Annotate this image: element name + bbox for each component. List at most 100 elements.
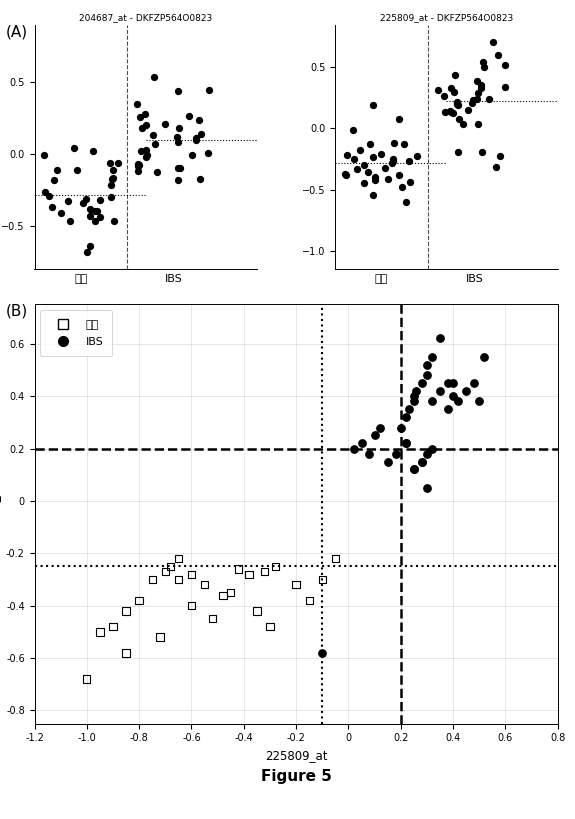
Point (473, 75, 482, 88)
Point (462, 384, 471, 397)
Point (394, 113, 404, 126)
Point (252, 604, 262, 618)
Point (357, 437, 366, 450)
Point (52, 163, 61, 176)
Point (187, 148, 197, 161)
Point (388, 156, 397, 170)
Point (434, 84, 443, 97)
Point (155, 631, 164, 644)
Point (317, 646, 327, 659)
Point (409, 463, 419, 476)
Point (443, 377, 453, 390)
Point (449, 85, 458, 98)
Point (173, 174, 182, 187)
Point (480, 351, 489, 364)
Point (200, 578, 209, 591)
Point (208, 613, 217, 626)
Point (271, 560, 280, 573)
Point (349, 442, 358, 455)
Point (150, 138, 159, 151)
Point (360, 176, 369, 189)
Point (463, 103, 473, 116)
Point (422, 482, 431, 495)
Point (106, 191, 116, 204)
Point (89, 144, 98, 157)
Point (292, 578, 301, 591)
Point (350, 152, 359, 165)
X-axis label: 225809_at: 225809_at (265, 749, 327, 762)
Point (369, 150, 378, 163)
Point (401, 410, 411, 423)
Point (454, 98, 463, 111)
Point (191, 131, 201, 144)
Point (40, 185, 49, 198)
Point (356, 143, 365, 156)
Point (49, 174, 59, 187)
Point (66, 215, 75, 228)
Point (82, 246, 91, 259)
Point (417, 377, 426, 390)
Point (492, 161, 501, 174)
Point (383, 172, 392, 185)
Point (478, 145, 487, 158)
Point (485, 93, 494, 106)
Point (409, 395, 419, 408)
Point (95, 626, 105, 639)
Point (194, 114, 204, 127)
Point (70, 141, 79, 154)
Point (389, 137, 398, 150)
Point (244, 568, 254, 581)
Point (401, 437, 411, 450)
Point (458, 118, 467, 131)
Point (448, 377, 458, 390)
Point (141, 119, 150, 132)
Point (368, 188, 377, 201)
Point (44, 189, 53, 202)
Point (359, 158, 368, 171)
Point (185, 110, 194, 123)
Point (435, 384, 444, 397)
Point (369, 98, 378, 111)
Point (91, 204, 100, 217)
Point (142, 148, 151, 161)
Point (90, 215, 99, 228)
Point (412, 149, 421, 162)
Point (365, 447, 374, 460)
Point (82, 672, 91, 686)
Point (192, 133, 201, 147)
Point (166, 560, 175, 573)
Point (135, 111, 144, 124)
Point (454, 145, 463, 158)
Point (72, 164, 82, 177)
Point (401, 437, 411, 450)
Point (134, 159, 143, 172)
Point (473, 92, 482, 105)
Point (409, 390, 419, 403)
Point (109, 163, 118, 176)
Point (477, 82, 486, 95)
Legend: 健常, IBS: 健常, IBS (40, 310, 112, 356)
Point (137, 121, 147, 134)
Point (305, 594, 314, 607)
Point (95, 193, 104, 206)
Point (370, 174, 380, 187)
Point (161, 118, 170, 131)
Point (187, 568, 196, 581)
Point (105, 157, 114, 170)
Point (473, 117, 482, 130)
Point (141, 143, 151, 156)
Point (110, 214, 119, 227)
Point (381, 162, 390, 175)
Point (501, 58, 510, 71)
Point (428, 442, 437, 455)
Point (383, 455, 392, 468)
Point (95, 210, 105, 224)
Point (417, 455, 426, 468)
Point (422, 358, 431, 371)
Point (348, 123, 357, 136)
Point (218, 589, 228, 602)
Point (174, 573, 183, 586)
Point (467, 96, 477, 109)
Point (161, 565, 170, 578)
Point (265, 620, 275, 633)
